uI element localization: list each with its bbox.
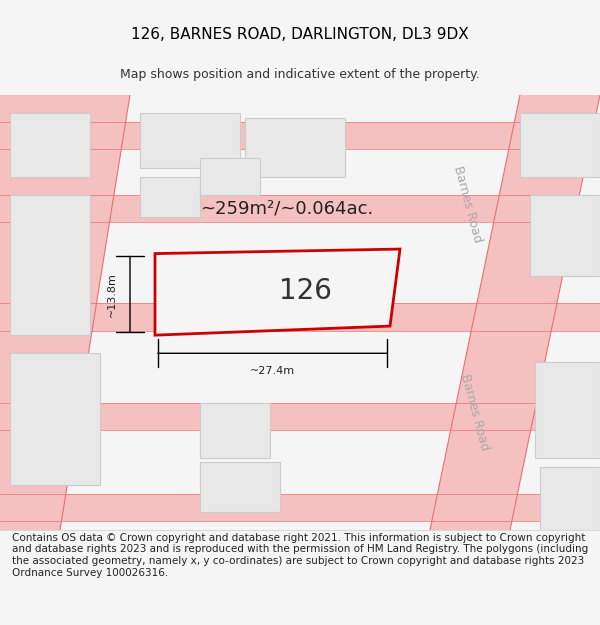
Polygon shape [245, 118, 345, 176]
Text: ~13.8m: ~13.8m [107, 272, 117, 317]
Polygon shape [0, 403, 600, 430]
Polygon shape [10, 195, 90, 335]
Polygon shape [535, 362, 600, 458]
Polygon shape [0, 122, 600, 149]
Polygon shape [140, 176, 200, 217]
Polygon shape [10, 113, 90, 176]
Text: 126, BARNES ROAD, DARLINGTON, DL3 9DX: 126, BARNES ROAD, DARLINGTON, DL3 9DX [131, 27, 469, 42]
Polygon shape [10, 353, 100, 485]
Text: ~259m²/~0.064ac.: ~259m²/~0.064ac. [200, 199, 373, 217]
Polygon shape [200, 158, 260, 195]
Polygon shape [0, 95, 130, 530]
Polygon shape [430, 95, 600, 530]
Polygon shape [200, 403, 270, 458]
Text: Map shows position and indicative extent of the property.: Map shows position and indicative extent… [120, 68, 480, 81]
Polygon shape [0, 195, 600, 222]
Text: ~27.4m: ~27.4m [250, 366, 295, 376]
Polygon shape [140, 113, 240, 168]
Text: 126: 126 [278, 277, 331, 305]
Polygon shape [0, 303, 600, 331]
Text: Barnes Road: Barnes Road [458, 372, 491, 452]
Polygon shape [520, 113, 600, 176]
Polygon shape [530, 195, 600, 276]
Polygon shape [200, 462, 280, 512]
Text: Contains OS data © Crown copyright and database right 2021. This information is : Contains OS data © Crown copyright and d… [12, 533, 588, 578]
Polygon shape [155, 249, 400, 335]
Polygon shape [540, 466, 600, 530]
Polygon shape [0, 494, 600, 521]
Text: Barnes Road: Barnes Road [451, 164, 485, 244]
